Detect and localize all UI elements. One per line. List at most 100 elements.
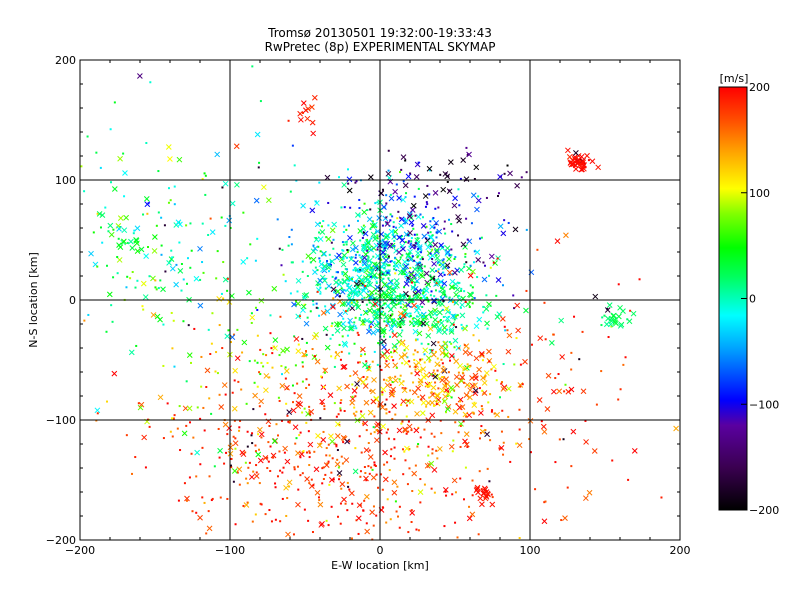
data-point-dot bbox=[389, 219, 392, 222]
data-point-dot bbox=[506, 329, 509, 332]
data-point-dot bbox=[428, 360, 431, 363]
data-point-dot bbox=[390, 259, 393, 262]
data-point-dot bbox=[433, 372, 436, 375]
data-point-dot bbox=[554, 461, 557, 464]
data-point-cross bbox=[227, 444, 234, 451]
data-point-cross bbox=[405, 173, 412, 180]
data-point-dot bbox=[256, 385, 259, 388]
data-point-cross bbox=[401, 387, 408, 394]
data-point-dot bbox=[351, 502, 354, 505]
data-point-cross bbox=[379, 353, 386, 359]
data-point-cross bbox=[419, 299, 426, 306]
data-point-dot bbox=[433, 491, 436, 494]
data-point-cross bbox=[282, 445, 288, 452]
data-point-dot bbox=[343, 225, 346, 228]
data-point-dot bbox=[323, 277, 326, 280]
data-point-dot bbox=[112, 228, 115, 231]
data-point-dot bbox=[306, 274, 309, 277]
data-point-dot bbox=[274, 518, 277, 521]
data-point-cross bbox=[428, 275, 435, 282]
data-point-dot bbox=[462, 368, 465, 371]
data-point-cross bbox=[366, 328, 372, 335]
data-point-dot bbox=[416, 338, 419, 341]
data-point-dot bbox=[381, 244, 384, 247]
data-point-cross bbox=[414, 410, 420, 417]
data-point-dot bbox=[321, 402, 324, 405]
data-point-dot bbox=[466, 238, 469, 241]
data-point-dot bbox=[367, 465, 370, 468]
data-point-dot bbox=[260, 361, 263, 364]
data-point-dot bbox=[459, 400, 462, 403]
data-point-dot bbox=[269, 314, 272, 317]
data-point-dot bbox=[160, 253, 163, 256]
data-point-dot bbox=[477, 533, 480, 536]
data-point-dot bbox=[116, 255, 119, 258]
data-point-dot bbox=[404, 159, 407, 162]
data-point-cross bbox=[400, 312, 407, 319]
data-point-dot bbox=[387, 264, 390, 267]
data-point-dot bbox=[381, 272, 384, 275]
data-point-dot bbox=[425, 405, 428, 408]
data-point-dot bbox=[229, 341, 232, 344]
data-point-dot bbox=[313, 450, 316, 453]
data-point-dot bbox=[311, 531, 314, 534]
data-point-dot bbox=[305, 421, 308, 424]
data-point-dot bbox=[390, 351, 393, 354]
data-point-cross bbox=[380, 338, 387, 345]
data-point-dot bbox=[363, 318, 366, 321]
data-point-dot bbox=[519, 363, 522, 366]
data-point-cross bbox=[479, 352, 485, 359]
data-point-dot bbox=[487, 401, 490, 404]
data-point-dot bbox=[442, 369, 445, 372]
data-point-cross bbox=[324, 344, 331, 351]
data-point-cross bbox=[380, 386, 387, 393]
data-point-dot bbox=[167, 201, 170, 204]
data-point-dot bbox=[578, 358, 581, 361]
data-point-dot bbox=[337, 413, 340, 416]
data-point-cross bbox=[398, 354, 405, 360]
data-point-dot bbox=[507, 221, 510, 224]
data-point-cross bbox=[371, 377, 377, 383]
data-point-dot bbox=[134, 286, 137, 289]
data-point-dot bbox=[347, 168, 350, 171]
data-point-dot bbox=[393, 350, 396, 353]
data-point-dot bbox=[216, 372, 219, 375]
data-point-cross bbox=[369, 509, 376, 516]
data-point-dot bbox=[211, 497, 214, 500]
data-point-dot bbox=[342, 317, 345, 320]
data-point-cross bbox=[295, 501, 301, 508]
data-point-dot bbox=[387, 428, 390, 431]
data-point-cross bbox=[387, 314, 393, 321]
data-point-cross bbox=[88, 250, 94, 257]
data-point-dot bbox=[359, 260, 362, 263]
data-point-cross bbox=[446, 188, 453, 195]
data-point-dot bbox=[403, 450, 406, 453]
data-point-dot bbox=[234, 447, 237, 450]
data-point-dot bbox=[149, 81, 152, 84]
data-point-cross bbox=[471, 402, 478, 408]
data-point-dot bbox=[376, 201, 379, 204]
data-point-dot bbox=[301, 260, 304, 263]
data-point-cross bbox=[395, 258, 402, 265]
data-point-cross bbox=[586, 489, 593, 496]
data-point-cross bbox=[606, 302, 613, 308]
data-point-dot bbox=[371, 269, 374, 272]
data-point-dot bbox=[447, 266, 450, 269]
data-point-cross bbox=[382, 240, 388, 246]
data-point-cross bbox=[232, 440, 239, 447]
data-point-cross bbox=[459, 374, 466, 381]
data-point-dot bbox=[570, 351, 573, 354]
data-point-dot bbox=[306, 451, 309, 454]
data-point-dot bbox=[354, 414, 357, 417]
data-point-dot bbox=[192, 436, 195, 439]
data-point-dot bbox=[316, 284, 319, 287]
data-point-cross bbox=[391, 403, 397, 410]
data-point-cross bbox=[388, 195, 395, 202]
data-point-dot bbox=[359, 354, 362, 357]
data-point-cross bbox=[450, 313, 456, 320]
data-point-cross bbox=[390, 386, 397, 393]
data-point-cross bbox=[314, 221, 321, 228]
data-point-dot bbox=[117, 237, 120, 240]
data-point-dot bbox=[399, 302, 402, 305]
data-point-dot bbox=[465, 324, 468, 327]
